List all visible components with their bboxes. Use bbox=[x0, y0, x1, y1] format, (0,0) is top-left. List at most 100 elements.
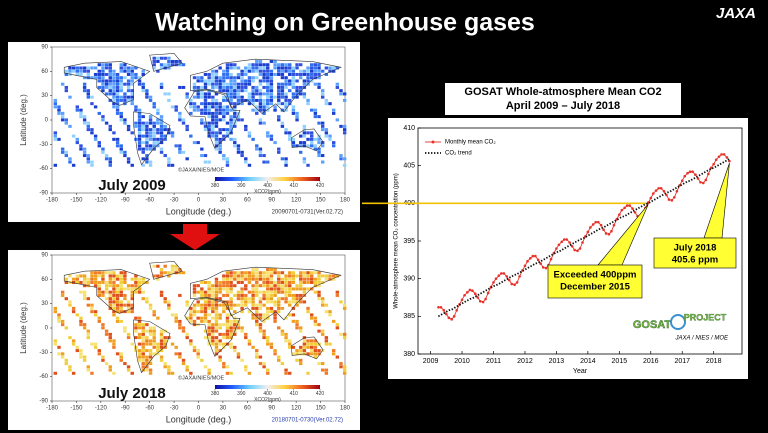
map-pixel bbox=[137, 118, 142, 122]
map-pixel bbox=[112, 371, 116, 375]
map-pixel bbox=[214, 131, 219, 135]
map-pixel bbox=[108, 290, 112, 294]
map-pixel bbox=[214, 134, 219, 138]
map-pixel bbox=[119, 287, 123, 291]
map-pixel bbox=[233, 115, 237, 119]
map-pixel bbox=[196, 89, 200, 93]
map-pixel bbox=[328, 137, 332, 141]
map-pixel bbox=[320, 300, 325, 304]
map-pixel bbox=[90, 102, 94, 106]
map-pixel bbox=[236, 290, 241, 294]
map-pixel bbox=[119, 89, 123, 93]
map-pixel bbox=[229, 313, 233, 317]
map-pixel bbox=[115, 287, 120, 291]
map-pixel bbox=[317, 150, 321, 154]
map-pixel bbox=[101, 85, 105, 89]
map-pixel bbox=[119, 144, 123, 148]
maps: -180 -150 -120 -90 -60 -30 0 30 60 90 120 150 180906… bbox=[8, 42, 360, 430]
data-point bbox=[518, 275, 521, 278]
map-pixel bbox=[251, 300, 255, 304]
map-pixel bbox=[233, 92, 237, 96]
legend-marker bbox=[431, 140, 435, 144]
map-pixel bbox=[266, 66, 270, 70]
map-pixel bbox=[222, 306, 226, 310]
map-pixel bbox=[130, 163, 134, 167]
map-pixel bbox=[75, 277, 80, 281]
map-pixel bbox=[167, 300, 171, 304]
map-pixel bbox=[134, 121, 138, 125]
map-pixel bbox=[112, 92, 116, 96]
map-pixel bbox=[163, 92, 167, 96]
map-y-label: Latitude (deg.) bbox=[19, 94, 28, 146]
data-point bbox=[494, 277, 498, 280]
data-point bbox=[463, 293, 466, 297]
map-pixel bbox=[233, 66, 237, 70]
map-pixel bbox=[145, 124, 149, 128]
map-pixel bbox=[236, 271, 241, 275]
map-pixel bbox=[203, 300, 208, 304]
map-pixel bbox=[145, 121, 149, 125]
map-pixel bbox=[233, 118, 237, 122]
map-pixel bbox=[134, 316, 138, 320]
map-pixel bbox=[189, 102, 193, 106]
map-pixel bbox=[123, 274, 127, 278]
map-pixel bbox=[262, 274, 266, 278]
map-pixel bbox=[266, 92, 270, 96]
map-pixel bbox=[342, 92, 347, 96]
map-pixel bbox=[269, 293, 274, 297]
map-pixel bbox=[288, 277, 292, 281]
map-pixel bbox=[342, 157, 347, 161]
map-x-label: Longitude (deg.) bbox=[166, 414, 232, 424]
map-pixel bbox=[141, 72, 145, 76]
map-x-tick-label: 0 bbox=[197, 198, 201, 204]
map-pixel bbox=[97, 111, 101, 115]
map-pixel bbox=[214, 342, 219, 346]
map-pixel bbox=[119, 352, 123, 356]
map-caption: July 2018 bbox=[98, 385, 166, 402]
map-pixel bbox=[101, 76, 105, 80]
map-pixel bbox=[86, 336, 90, 340]
map-pixel bbox=[115, 137, 120, 141]
map-pixel bbox=[240, 154, 244, 158]
map-pixel bbox=[115, 310, 120, 314]
map-pixel bbox=[130, 92, 134, 96]
map-pixel bbox=[299, 141, 303, 145]
map-pixel bbox=[145, 355, 149, 359]
map-pixel bbox=[137, 111, 142, 115]
map-pixel bbox=[207, 319, 211, 323]
map-pixel bbox=[90, 277, 94, 281]
map-pixel bbox=[211, 115, 215, 119]
map-pixel bbox=[284, 274, 288, 278]
map-pixel bbox=[159, 290, 164, 294]
map-pixel bbox=[207, 368, 211, 372]
map-pixel bbox=[255, 323, 259, 327]
map-pixel bbox=[137, 342, 142, 346]
map-pixel bbox=[233, 79, 237, 83]
map-pixel bbox=[262, 160, 266, 164]
map-pixel bbox=[203, 319, 208, 323]
map-pixel bbox=[320, 297, 325, 301]
map-pixel bbox=[240, 89, 244, 93]
map-pixel bbox=[104, 66, 109, 70]
map-pixel bbox=[266, 342, 270, 346]
map-pixel bbox=[97, 144, 101, 148]
map-pixel bbox=[123, 69, 127, 73]
map-pixel bbox=[313, 115, 318, 119]
map-pixel bbox=[207, 115, 211, 119]
map-pixel bbox=[68, 300, 72, 304]
map-pixel bbox=[148, 362, 153, 366]
map-pixel bbox=[90, 131, 94, 135]
map-pixel bbox=[222, 79, 226, 83]
map-pixel bbox=[280, 157, 285, 161]
map-pixel bbox=[167, 274, 171, 278]
map-pixel bbox=[247, 277, 252, 281]
data-point bbox=[500, 272, 503, 275]
map-pixel bbox=[152, 141, 156, 145]
map-pixel bbox=[251, 98, 255, 102]
map-pixel bbox=[262, 69, 266, 73]
map-pixel bbox=[240, 118, 244, 122]
data-point bbox=[651, 192, 655, 195]
map-pixel bbox=[148, 355, 153, 359]
map-pixel bbox=[255, 85, 259, 89]
map-pixel bbox=[86, 92, 90, 96]
